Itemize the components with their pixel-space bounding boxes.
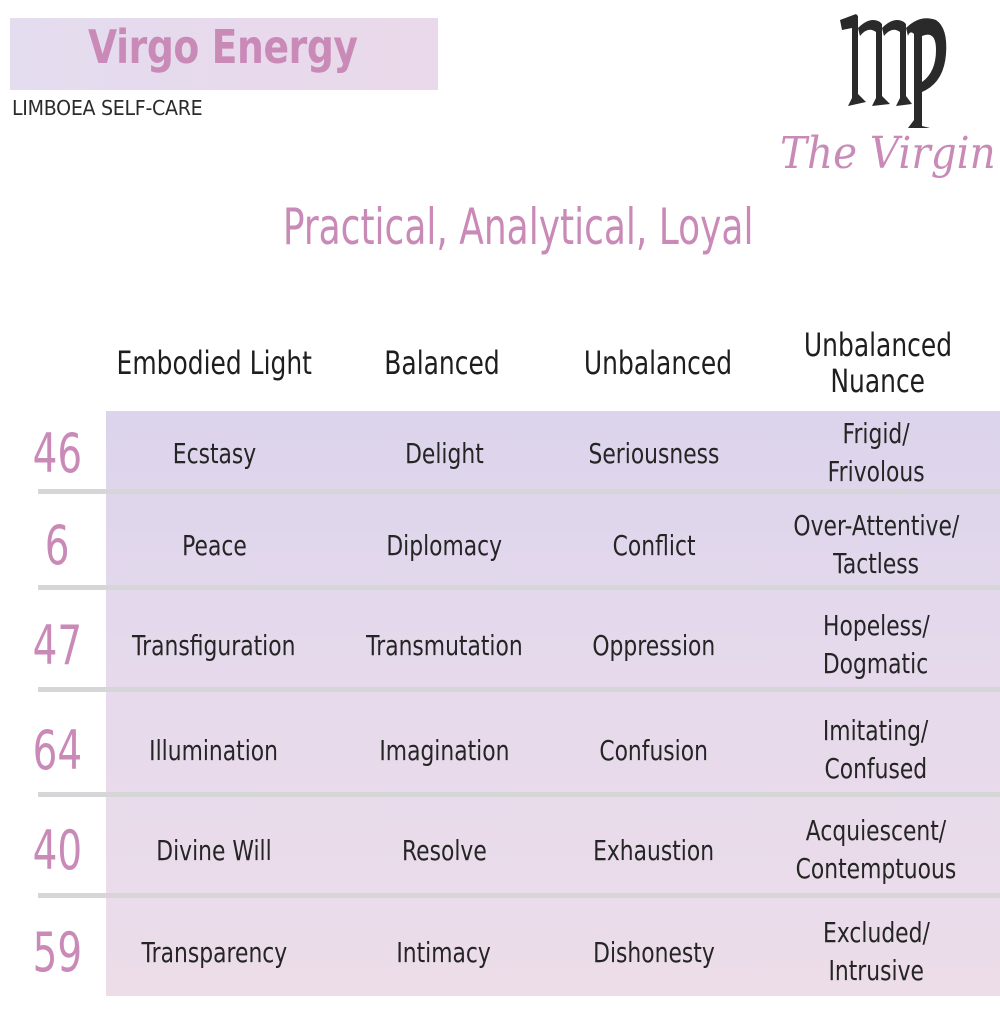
cell-unbalanced-nuance-line: Acquiescent/: [805, 814, 947, 847]
cell-unbalanced-text: Exhaustion: [593, 833, 715, 867]
gene-key-number-text: 47: [32, 613, 82, 677]
cell-unbalanced-nuance-line: Contemptuous: [795, 852, 957, 885]
cell-unbalanced-nuance: Imitating/Confused: [770, 710, 982, 790]
col-header-unbalanced-nuance: Unbalanced Nuance: [803, 326, 953, 400]
cell-unbalanced-nuance-line: Dogmatic: [823, 647, 929, 680]
cell-unbalanced-nuance-line: Over-Attentive/: [793, 509, 959, 542]
gene-key-number-text: 40: [32, 818, 82, 882]
table-row: 46 Ecstasy Delight Seriousness Frigid/Frivol…: [0, 413, 1000, 517]
cell-balanced-text: Intimacy: [396, 935, 492, 969]
gene-key-number: 47: [18, 605, 96, 685]
cell-embodied-light: Transfiguration: [108, 605, 320, 685]
cell-unbalanced-nuance: Excluded/Intrusive: [770, 912, 982, 992]
traits-text: Practical, Analytical, Loyal: [282, 198, 754, 256]
row-divider: [38, 792, 1000, 797]
table-body: [106, 411, 1000, 996]
cell-unbalanced-nuance-line: Tactless: [833, 547, 919, 580]
cell-balanced: Delight: [336, 413, 552, 493]
cell-balanced: Intimacy: [336, 912, 552, 992]
cell-embodied-light-text: Ecstasy: [172, 436, 256, 470]
cell-unbalanced-nuance: Acquiescent/Contemptuous: [770, 810, 982, 890]
cell-unbalanced: Conflict: [548, 505, 760, 585]
cell-embodied-light: Peace: [108, 505, 320, 585]
cell-unbalanced-nuance-line: Frivolous: [827, 455, 925, 488]
cell-balanced: Diplomacy: [336, 505, 552, 585]
cell-embodied-light: Ecstasy: [108, 413, 320, 493]
cell-unbalanced-nuance-line: Confused: [824, 752, 928, 785]
cell-embodied-light-text: Transparency: [141, 935, 287, 969]
cell-unbalanced: Seriousness: [548, 413, 760, 493]
cell-unbalanced-nuance-line: Frigid/: [842, 417, 910, 450]
cell-embodied-light-text: Peace: [181, 528, 247, 562]
cell-unbalanced-text: Oppression: [592, 628, 716, 662]
table-header: Embodied Light Balanced Unbalanced Unbal…: [108, 320, 1000, 406]
gene-key-number-text: 64: [32, 718, 82, 782]
cell-unbalanced-nuance-line: Excluded/: [822, 916, 930, 949]
gene-key-number-text: 46: [32, 421, 82, 485]
gene-key-number: 59: [18, 912, 96, 992]
cell-balanced-text: Delight: [404, 436, 484, 470]
gene-key-number: 46: [18, 413, 96, 493]
cell-balanced: Resolve: [336, 810, 552, 890]
cell-unbalanced: Confusion: [548, 710, 760, 790]
cell-unbalanced-nuance: Hopeless/Dogmatic: [770, 605, 982, 685]
gene-key-number-text: 59: [32, 920, 82, 984]
cell-balanced-text: Resolve: [401, 833, 487, 867]
cell-unbalanced: Oppression: [548, 605, 760, 685]
cell-unbalanced: Exhaustion: [548, 810, 760, 890]
cell-unbalanced-text: Seriousness: [588, 436, 720, 470]
cell-balanced-text: Transmutation: [365, 628, 523, 662]
cell-embodied-light: Divine Will: [108, 810, 320, 890]
col-header-unbalanced: Unbalanced: [583, 344, 733, 382]
title-band: [10, 18, 438, 90]
cell-unbalanced-text: Confusion: [599, 733, 709, 767]
table-row: 6 Peace Diplomacy Conflict Over-Attentive/Ta…: [0, 505, 1000, 609]
row-divider: [38, 687, 1000, 692]
cell-unbalanced-nuance-line: Intrusive: [828, 954, 924, 987]
row-divider: [38, 489, 1000, 494]
cell-embodied-light-text: Divine Will: [156, 833, 272, 867]
brand-subtitle: LIMBOEA SELF-CARE: [12, 96, 203, 120]
table-row: 59 Transparency Intimacy Dishonesty Excluded…: [0, 912, 1000, 1016]
traits-line: Practical, Analytical, Loyal: [0, 198, 1000, 256]
page-title: Virgo Energy: [88, 20, 358, 74]
cell-unbalanced: Dishonesty: [548, 912, 760, 992]
table-row: 64 Illumination Imagination Confusion Imitat…: [0, 710, 1000, 814]
row-divider: [38, 585, 1000, 590]
cell-balanced: Transmutation: [336, 605, 552, 685]
row-divider: [38, 893, 1000, 898]
cell-unbalanced-nuance: Over-Attentive/Tactless: [770, 505, 982, 585]
gene-key-number-text: 6: [44, 513, 70, 577]
cell-embodied-light: Transparency: [108, 912, 320, 992]
cell-unbalanced-text: Conflict: [612, 528, 696, 562]
gene-key-number: 6: [18, 505, 96, 585]
table-row: 40 Divine Will Resolve Exhaustion Acquiescen…: [0, 810, 1000, 914]
sign-name: The Virgin: [780, 128, 996, 179]
cell-balanced-text: Imagination: [378, 733, 510, 767]
cell-embodied-light: Illumination: [108, 710, 320, 790]
cell-embodied-light-text: Transfiguration: [132, 628, 296, 662]
cell-unbalanced-nuance-line: Imitating/: [823, 714, 929, 747]
cell-balanced-text: Diplomacy: [386, 528, 502, 562]
col-header-balanced: Balanced: [384, 344, 500, 382]
table-row: 47 Transfiguration Transmutation Oppression…: [0, 605, 1000, 709]
col-header-embodied-light: Embodied Light: [116, 344, 312, 382]
cell-unbalanced-nuance-line: Hopeless/: [822, 609, 930, 642]
cell-balanced: Imagination: [336, 710, 552, 790]
gene-key-number: 64: [18, 710, 96, 790]
cell-unbalanced-text: Dishonesty: [593, 935, 715, 969]
gene-key-number: 40: [18, 810, 96, 890]
cell-unbalanced-nuance: Frigid/Frivolous: [770, 413, 982, 493]
virgo-glyph-icon: [840, 14, 947, 128]
cell-embodied-light-text: Illumination: [149, 733, 279, 767]
